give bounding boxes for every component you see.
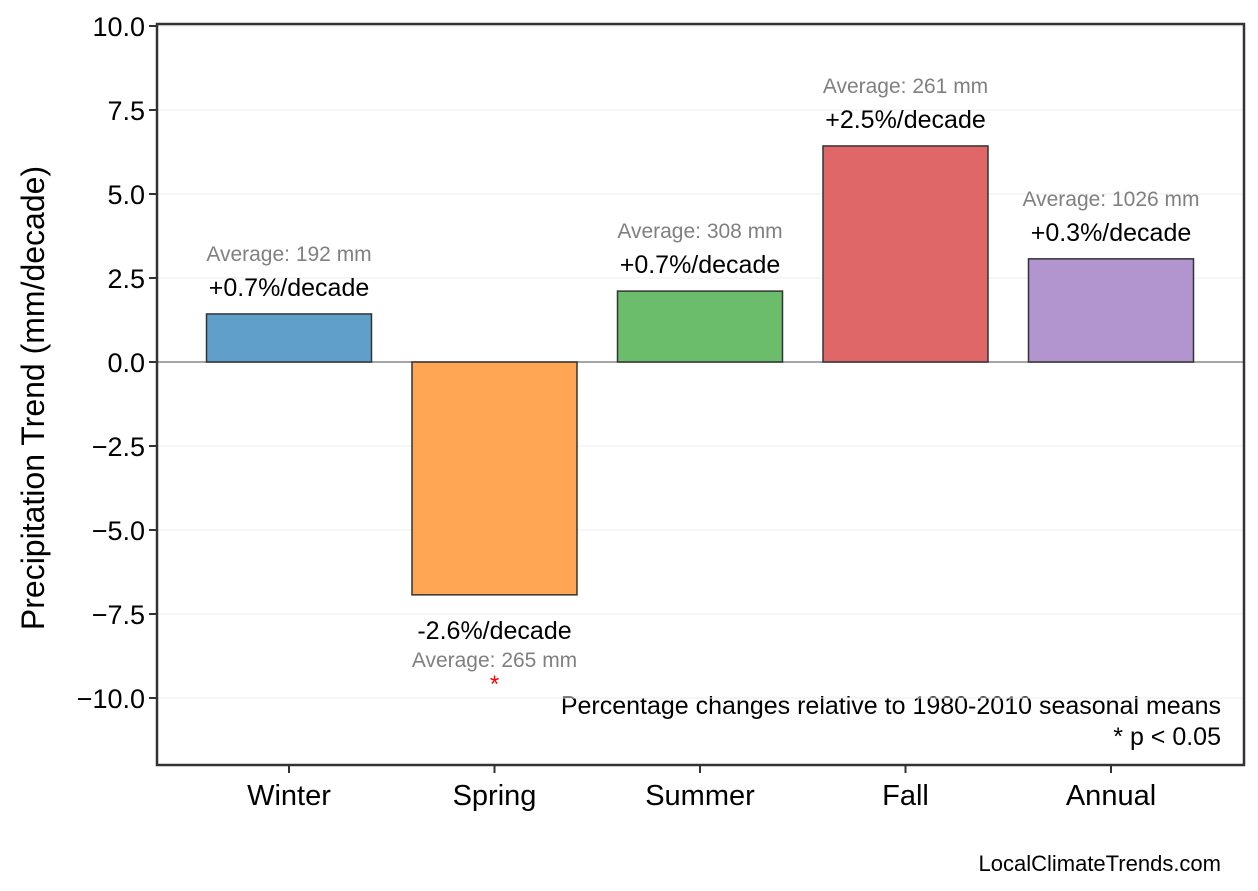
y-tick-label: −7.5 [92, 600, 145, 630]
pct-label: +0.7%/decade [620, 251, 781, 279]
note-line-1: Percentage changes relative to 1980-2010… [561, 692, 1221, 720]
x-tick-label: Fall [882, 780, 929, 812]
y-tick-label: 0.0 [107, 348, 145, 378]
y-axis-label: Precipitation Trend (mm/decade) [15, 166, 51, 630]
avg-label: Average: 1026 mm [1022, 188, 1199, 211]
significance-marker: * [490, 671, 499, 698]
pct-label: +0.7%/decade [209, 274, 370, 302]
bar-fall [822, 145, 989, 363]
y-tick-label: 2.5 [107, 264, 145, 294]
pct-label: +0.3%/decade [1031, 219, 1192, 247]
plot-frame [155, 22, 1246, 767]
x-tick-label: Summer [645, 780, 755, 812]
pct-label: +2.5%/decade [825, 106, 986, 134]
y-tick-label: −10.0 [77, 684, 145, 714]
avg-label: Average: 308 mm [617, 220, 782, 243]
bar-annual [1027, 258, 1195, 363]
bar-winter [205, 313, 373, 363]
pct-label: -2.6%/decade [417, 617, 571, 645]
note-line-2: * p < 0.05 [1113, 723, 1221, 751]
bar-summer [616, 290, 784, 363]
avg-label: Average: 265 mm [412, 649, 577, 672]
bar-spring [411, 361, 578, 596]
y-tick-label: −5.0 [92, 516, 145, 546]
x-tick-label: Spring [453, 780, 537, 812]
y-tick-label: −2.5 [92, 432, 145, 462]
credit: LocalClimateTrends.com [979, 851, 1222, 876]
avg-label: Average: 261 mm [823, 75, 988, 98]
y-tick-label: 7.5 [107, 96, 145, 126]
x-tick-label: Annual [1066, 780, 1156, 812]
y-tick-label: 10.0 [92, 12, 145, 42]
y-tick-label: 5.0 [107, 180, 145, 210]
avg-label: Average: 192 mm [206, 243, 371, 266]
x-tick-label: Winter [247, 780, 331, 812]
